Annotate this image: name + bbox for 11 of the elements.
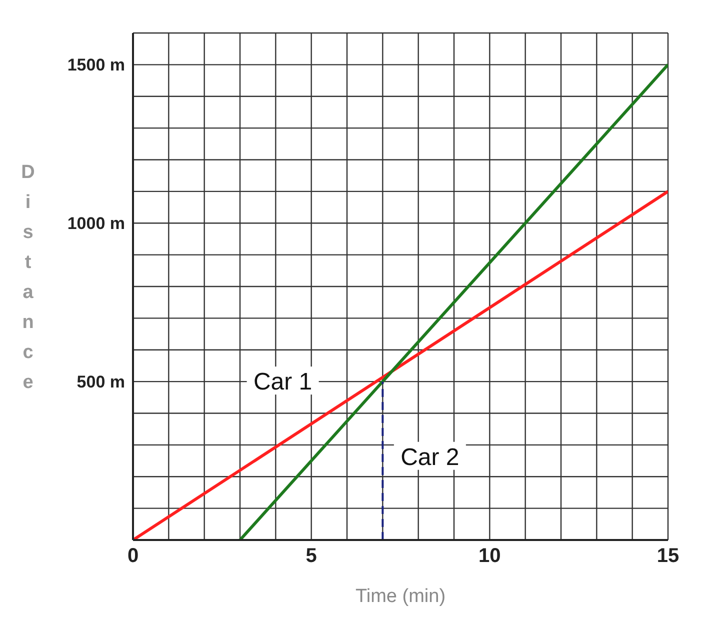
y-tick-label: 1500 m [67, 56, 125, 75]
annotation: Car 2 [400, 444, 460, 471]
x-tick-label: 0 [127, 545, 139, 568]
x-tick-label: 10 [478, 545, 501, 568]
x-tick-label: 15 [656, 545, 680, 568]
x-axis-title: Time (min) [355, 586, 446, 607]
annotation: Car 1 [253, 368, 312, 396]
y-tick-label: 500 m [76, 372, 125, 392]
y-tick-label: 1000 m [67, 214, 125, 234]
x-tick-label: 5 [306, 545, 317, 568]
y-axis-title: Distance [21, 162, 35, 393]
